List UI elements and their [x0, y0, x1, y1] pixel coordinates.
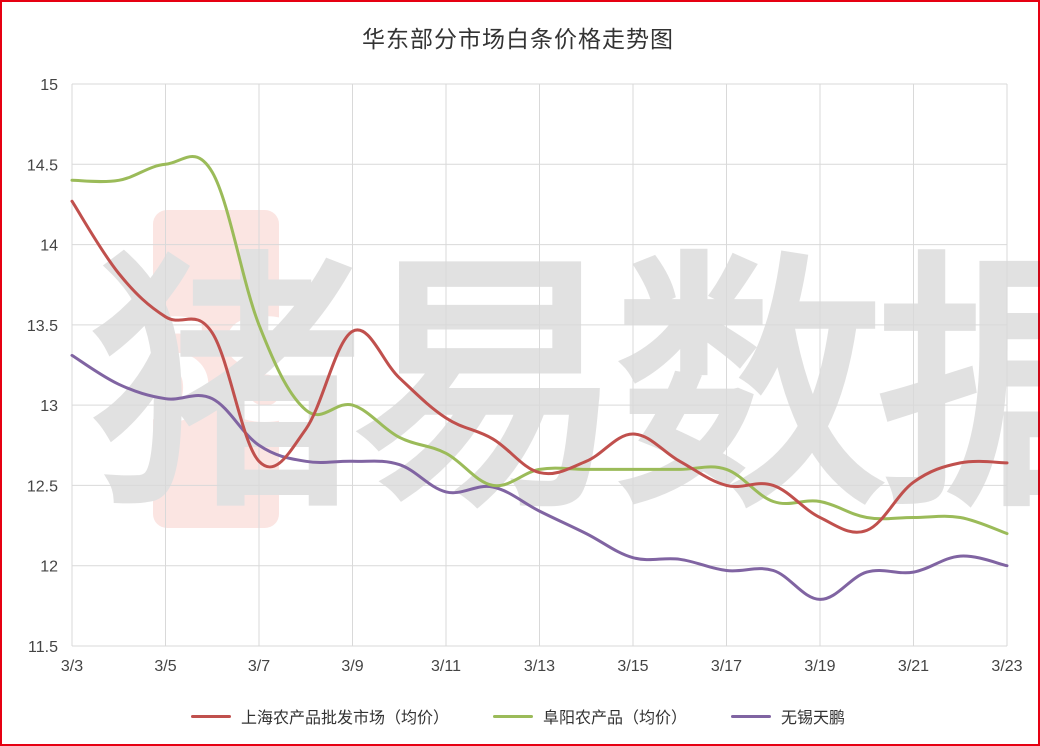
x-tick-label: 3/7 — [248, 658, 270, 675]
x-axis: 3/3 3/5 3/7 3/9 3/11 3/13 3/15 3/17 3/19 3/21 3/23 — [61, 658, 1023, 675]
x-tick-label: 3/3 — [61, 658, 83, 675]
x-tick-label: 3/5 — [154, 658, 176, 675]
x-tick-label: 3/19 — [804, 658, 835, 675]
y-tick-label: 13 — [40, 398, 58, 415]
y-tick-label: 15 — [40, 77, 58, 94]
y-tick-label: 12.5 — [27, 478, 58, 495]
legend-label: 上海农产品批发市场（均价） — [240, 708, 449, 727]
legend-swatch — [190, 714, 231, 718]
y-axis: 11.5 12 12.5 13 13.5 14 14.5 15 — [27, 77, 58, 656]
watermark: 68 猪易数据 — [91, 210, 1040, 544]
legend-swatch — [731, 714, 771, 718]
legend-item[interactable]: 无锡天鹏 — [731, 704, 845, 728]
legend-item[interactable]: 阜阳农产品（均价） — [492, 704, 687, 728]
x-tick-label: 3/15 — [617, 658, 648, 675]
grid — [71, 83, 1008, 647]
series-line-2 — [70, 155, 1009, 536]
series-lines — [70, 155, 1009, 601]
y-tick-label: 13.5 — [27, 318, 58, 335]
chart-title: 华东部分市场白条价格走势图 — [362, 27, 674, 53]
x-tick-label: 3/17 — [711, 658, 742, 675]
watermark-text: 猪易数据 — [91, 229, 1040, 544]
y-tick-label: 14.5 — [27, 157, 58, 174]
x-tick-label: 3/9 — [341, 658, 363, 675]
legend-item[interactable]: 上海农产品批发市场（均价） — [190, 704, 449, 728]
legend: 上海农产品批发市场（均价） 阜阳农产品（均价） 无锡天鹏 — [0, 704, 1036, 728]
x-tick-label: 3/21 — [898, 658, 929, 675]
y-tick-label: 11.5 — [28, 639, 58, 656]
legend-label: 无锡天鹏 — [781, 708, 846, 727]
legend-label: 阜阳农产品（均价） — [542, 708, 687, 727]
y-tick-label: 12 — [40, 559, 58, 576]
x-tick-label: 3/23 — [991, 658, 1022, 675]
x-tick-label: 3/11 — [431, 658, 461, 675]
y-tick-label: 14 — [40, 238, 58, 255]
x-tick-label: 3/13 — [524, 658, 555, 675]
series-line-1 — [70, 199, 1009, 534]
legend-swatch — [492, 714, 533, 718]
series-line-3 — [70, 353, 1009, 601]
